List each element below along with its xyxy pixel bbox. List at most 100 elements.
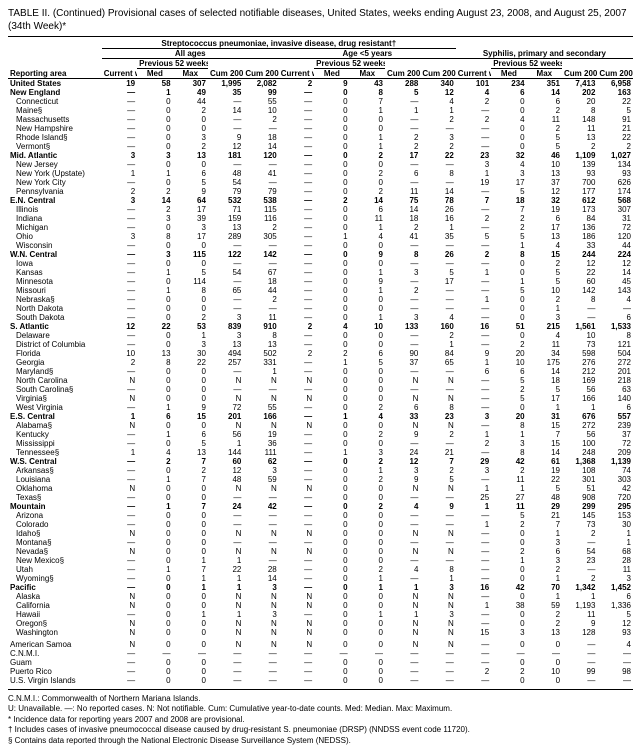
cell: — bbox=[243, 304, 278, 313]
cell: 0 bbox=[314, 676, 349, 685]
cell: 1 bbox=[527, 529, 562, 538]
cell: 0 bbox=[350, 367, 385, 376]
cell: N bbox=[243, 628, 278, 637]
cell: N bbox=[208, 421, 243, 430]
prev52-a: Previous 52 weeks bbox=[137, 59, 208, 69]
row-label: Rhode Island§ bbox=[8, 133, 102, 142]
cell: 22 bbox=[137, 322, 172, 331]
cell: 0 bbox=[137, 367, 172, 376]
cell: 0 bbox=[137, 178, 172, 187]
cell: 2 bbox=[350, 502, 385, 511]
cell: 63 bbox=[597, 385, 633, 394]
cell: — bbox=[456, 205, 491, 214]
row-label: S. Atlantic bbox=[8, 322, 102, 331]
cell: 2 bbox=[350, 403, 385, 412]
cell: — bbox=[102, 259, 137, 268]
row-label: North Carolina bbox=[8, 376, 102, 385]
cell: 120 bbox=[243, 151, 278, 160]
cell: — bbox=[102, 385, 137, 394]
cell: 3 bbox=[527, 556, 562, 565]
cell: 11 bbox=[527, 115, 562, 124]
cell: 32 bbox=[527, 196, 562, 205]
cell: 142 bbox=[562, 286, 597, 295]
cell: — bbox=[420, 241, 455, 250]
cell: 16 bbox=[456, 583, 491, 592]
cell: 276 bbox=[562, 358, 597, 367]
cell: 0 bbox=[137, 658, 172, 667]
cell: 2 bbox=[491, 520, 526, 529]
cell: 0 bbox=[314, 376, 349, 385]
cell: 10 bbox=[491, 358, 526, 367]
cell: 0 bbox=[350, 601, 385, 610]
cell: 1 bbox=[137, 430, 172, 439]
cell: 54 bbox=[208, 268, 243, 277]
cell: 0 bbox=[491, 304, 526, 313]
cell: 0 bbox=[137, 520, 172, 529]
cell: 0 bbox=[173, 484, 208, 493]
cell: 30 bbox=[173, 349, 208, 358]
cell: 14 bbox=[527, 367, 562, 376]
cell: 12 bbox=[597, 619, 633, 628]
cell: 0 bbox=[137, 583, 172, 592]
cell: 0 bbox=[350, 640, 385, 649]
cell: — bbox=[102, 304, 137, 313]
cell: 100 bbox=[562, 439, 597, 448]
row-label: W.N. Central bbox=[8, 250, 102, 259]
cell: 0 bbox=[350, 439, 385, 448]
cell: 1 bbox=[456, 268, 491, 277]
cell: 61 bbox=[527, 457, 562, 466]
cell: 16 bbox=[420, 214, 455, 223]
cell: 1 bbox=[350, 574, 385, 583]
table-row: New York City—0554——00——191737700626 bbox=[8, 178, 633, 187]
cell: 0 bbox=[491, 331, 526, 340]
row-label: Montana§ bbox=[8, 538, 102, 547]
table-row: C.N.M.I.——————————————— bbox=[8, 649, 633, 658]
cell: 3 bbox=[420, 133, 455, 142]
cell: 0 bbox=[173, 529, 208, 538]
cell: — bbox=[208, 304, 243, 313]
cell: — bbox=[385, 367, 420, 376]
row-label: Mountain bbox=[8, 502, 102, 511]
cell: 676 bbox=[562, 412, 597, 421]
cell: 4 bbox=[491, 115, 526, 124]
cell: 0 bbox=[350, 556, 385, 565]
cell: — bbox=[420, 178, 455, 187]
cell: — bbox=[243, 385, 278, 394]
cell: 0 bbox=[314, 241, 349, 250]
cell: — bbox=[456, 241, 491, 250]
cell: 0 bbox=[314, 640, 349, 649]
cell: — bbox=[102, 502, 137, 511]
cell: N bbox=[420, 484, 455, 493]
cell: 0 bbox=[350, 421, 385, 430]
row-label: E.N. Central bbox=[8, 196, 102, 205]
cell: 5 bbox=[491, 232, 526, 241]
table-row: New Hampshire—00———00———021121 bbox=[8, 124, 633, 133]
cell: 3 bbox=[102, 196, 137, 205]
cell: 1 bbox=[137, 286, 172, 295]
cell: N bbox=[208, 376, 243, 385]
cell: 0 bbox=[350, 592, 385, 601]
cell: 0 bbox=[137, 241, 172, 250]
cell: — bbox=[456, 187, 491, 196]
cell: 54 bbox=[562, 547, 597, 556]
cell: — bbox=[420, 304, 455, 313]
cell: — bbox=[279, 385, 314, 394]
cell: 5 bbox=[420, 268, 455, 277]
cell: 4 bbox=[597, 295, 633, 304]
cell: 1 bbox=[527, 304, 562, 313]
cell: N bbox=[420, 619, 455, 628]
cell: 10 bbox=[243, 106, 278, 115]
cell: 0 bbox=[491, 574, 526, 583]
cell: 0 bbox=[173, 628, 208, 637]
table-row: South Carolina§—00———00———255663 bbox=[8, 385, 633, 394]
cell: — bbox=[279, 667, 314, 676]
row-label: Colorado bbox=[8, 520, 102, 529]
cell: 6,958 bbox=[597, 79, 633, 89]
cell: N bbox=[208, 619, 243, 628]
col-med-b: Med bbox=[314, 69, 349, 79]
cell: 1 bbox=[137, 565, 172, 574]
cell: — bbox=[456, 676, 491, 685]
cell: 0 bbox=[314, 529, 349, 538]
cell: — bbox=[385, 160, 420, 169]
cell: 1 bbox=[491, 277, 526, 286]
